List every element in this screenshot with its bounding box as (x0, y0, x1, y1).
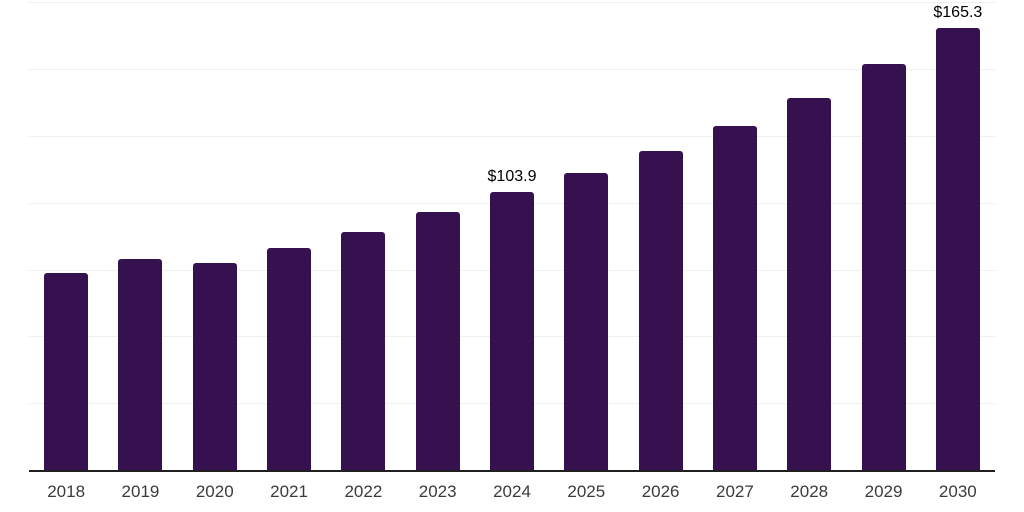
x-tick-label-2028: 2028 (790, 482, 829, 501)
gridline (29, 135, 995, 137)
x-tick-label-2018: 2018 (47, 482, 86, 501)
gridline (29, 68, 995, 70)
plot-area: $103.9 $165.3 (29, 0, 995, 472)
bar-value-label-2030: $165.3 (933, 4, 983, 22)
bar-2029 (861, 64, 906, 470)
bar-value-label-2024: $103.9 (487, 168, 537, 186)
x-tick-label-2020: 2020 (195, 482, 234, 501)
x-tick-label-2025: 2025 (567, 482, 606, 501)
gridline (29, 2, 995, 4)
x-tick-label-2024: 2024 (493, 482, 531, 501)
x-tick-label-2029: 2029 (864, 482, 903, 501)
x-tick-label-2022: 2022 (344, 482, 383, 501)
bar-2025 (564, 172, 609, 470)
bar-2022 (341, 232, 386, 470)
x-tick-label-2027: 2027 (716, 482, 754, 501)
x-tick-label-2026: 2026 (641, 482, 680, 501)
bar-2027 (712, 126, 757, 470)
x-tick-label-2019: 2019 (121, 482, 160, 501)
bar-2020 (192, 262, 237, 470)
bar-2028 (787, 97, 832, 470)
bar-2023 (415, 212, 460, 470)
x-tick-label-2021: 2021 (270, 482, 308, 501)
bar-2026 (638, 151, 683, 470)
bar-2018 (44, 272, 89, 470)
bar-2030 (935, 28, 980, 470)
bar-2024 (490, 192, 534, 470)
bar-2021 (267, 248, 312, 470)
bar-2019 (118, 259, 163, 470)
x-tick-label-2030: 2030 (938, 482, 977, 501)
x-tick-label-2023: 2023 (418, 482, 457, 501)
